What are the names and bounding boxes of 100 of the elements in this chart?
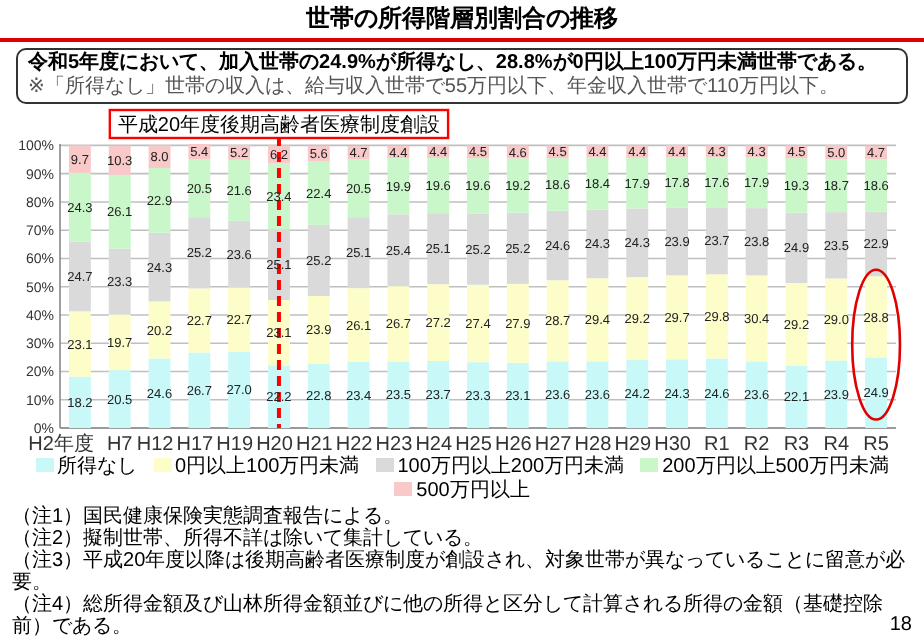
x-tick-label: R4 [823,434,850,456]
bar [745,208,768,276]
bar [467,284,489,363]
bar [745,361,768,428]
x-tick-label: H20 [256,434,294,456]
legend-label: 200万円以上500万円未満 [660,456,889,480]
bar [586,361,609,428]
x-tick-label: R1 [704,434,731,456]
bar [705,358,728,428]
bar [705,274,728,359]
bar [666,275,688,360]
bar [626,157,649,209]
bar [666,157,688,208]
bar [228,351,251,428]
bar [865,276,888,358]
x-tick-label: R5 [863,434,890,456]
x-tick-label: H30 [654,434,692,456]
bar [506,158,529,213]
bar [228,287,251,352]
x-tick-label: H12 [136,434,175,456]
bar [745,157,768,209]
bar [68,145,91,173]
bar [705,157,728,208]
x-tick-label: R3 [783,434,811,456]
bar [626,359,649,428]
bar [506,362,529,428]
bar [108,370,131,428]
legend-label: 0円以上100万円未満 [173,456,360,480]
x-tick-label: H28 [574,434,613,456]
bar [785,283,808,366]
x-tick-label: H19 [216,434,254,456]
bar [825,159,848,213]
text: ※「所得なし」世帯の収入は、給与収入世帯で55万円以下、年金収入世帯で110万円以下。 [28,76,841,100]
bar [427,157,450,214]
bar [347,159,370,218]
bar [586,209,609,279]
bar [68,241,91,312]
bar [387,214,410,287]
bar [626,277,649,360]
chart-title: 世帯の所得階層別割合の推移 [0,0,924,42]
text: （注2）擬制世帯、所得不詳は除いて集計している。 [12,528,486,550]
bar [307,363,330,428]
x-tick-label: H27 [534,434,573,456]
bar [586,278,609,362]
bar [307,161,330,225]
bar [347,361,370,428]
bar [188,217,211,289]
bar [387,158,410,215]
bar [228,220,251,288]
bar [705,207,728,275]
bar [825,360,848,428]
x-tick-label: H7 [106,434,134,456]
bar [307,296,330,364]
bar [546,361,569,428]
x-tick-label: R2 [743,434,771,456]
x-tick-label: H17 [176,434,215,456]
bar [427,284,450,362]
bar [467,158,489,214]
x-tick-label: H2年度 [28,432,94,456]
bar [626,208,649,278]
bar [188,288,211,353]
legend-label: 500万円以上 [414,480,530,504]
x-tick-label: H23 [375,434,414,456]
text: （注3）平成20年度以降は後期高齢者医療制度が創設され、対象世帯が異なっていることに留意が必要。 [12,550,908,594]
bar [387,361,410,428]
text: （注1）国民健康保険実態調査報告による。 [12,506,406,528]
bar [387,286,410,362]
bar [825,212,848,279]
bar [467,213,489,285]
bar [427,361,450,428]
bar [506,283,529,363]
bar [68,311,91,377]
bar [586,157,609,210]
bar [506,212,529,284]
bar [467,362,489,428]
bar [108,314,131,371]
x-tick-label: H25 [455,434,493,456]
text: 18 [889,614,912,636]
bar [427,213,450,285]
bar [666,207,688,276]
bar [865,158,888,212]
bar [188,352,211,428]
bar [307,224,330,297]
bar [347,288,370,362]
x-tick-label: H21 [295,434,334,456]
x-tick-label: H29 [614,434,652,456]
bar [825,278,848,361]
bar [745,275,768,362]
bar [228,159,251,221]
legend-label: 100万円以上200万円未満 [395,456,625,479]
x-tick-label: H22 [335,434,374,456]
bar [188,159,211,218]
chart-subtitle: 令和5年度において、加入世帯の24.9%が所得なし、28.8%が0円以上100万円未満世帯である。 [28,52,880,75]
bar [68,172,91,242]
bar [108,248,131,315]
bar [148,358,171,428]
x-tick-label: H26 [495,434,533,456]
ref-line-label: 平成20年度後期高齢者医療制度創設 [117,113,441,137]
text: （注4）総所得金額及び山林所得金額並びに他の所得と区分して計算される所得の金額（基礎控除前）である。 [12,594,884,638]
bar [666,359,688,428]
